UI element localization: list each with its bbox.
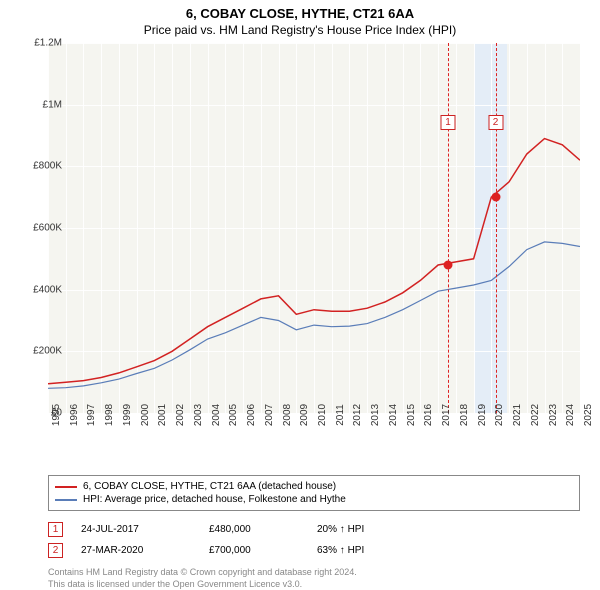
x-tick-label: 1997 (86, 404, 97, 426)
sale-date: 24-JUL-2017 (81, 524, 191, 535)
x-tick-label: 2020 (494, 404, 505, 426)
sale-row: 1 24-JUL-2017 £480,000 20% ↑ HPI (48, 519, 580, 540)
x-tick-label: 2015 (406, 404, 417, 426)
legend-item: 6, COBAY CLOSE, HYTHE, CT21 6AA (detache… (55, 480, 573, 493)
marker-number-box: 1 (441, 115, 456, 130)
legend-item: HPI: Average price, detached house, Folk… (55, 493, 573, 506)
series-hpi (48, 242, 580, 388)
x-tick-label: 2011 (335, 404, 346, 426)
legend-swatch (55, 486, 77, 488)
sale-date: 27-MAR-2020 (81, 545, 191, 556)
marker-dot (444, 261, 453, 270)
sale-price: £700,000 (209, 545, 299, 556)
sale-records: 1 24-JUL-2017 £480,000 20% ↑ HPI 2 27-MAR-202… (48, 519, 580, 561)
x-tick-label: 2002 (175, 404, 186, 426)
y-tick-label: £800K (33, 161, 62, 172)
x-tick-label: 2003 (193, 404, 204, 426)
x-tick-label: 2019 (477, 404, 488, 426)
x-tick-label: 2014 (388, 404, 399, 426)
series-price_paid (48, 139, 580, 384)
gridline-v (580, 43, 581, 413)
legend-and-sales: 6, COBAY CLOSE, HYTHE, CT21 6AA (detache… (48, 475, 580, 561)
legend-label: 6, COBAY CLOSE, HYTHE, CT21 6AA (detache… (83, 481, 336, 492)
sale-row: 2 27-MAR-2020 £700,000 63% ↑ HPI (48, 540, 580, 561)
footer-attribution: Contains HM Land Registry data © Crown c… (48, 567, 600, 590)
sale-number-box: 1 (48, 522, 63, 537)
x-tick-label: 2017 (441, 404, 452, 426)
sale-pct: 20% ↑ HPI (317, 524, 364, 535)
legend-label: HPI: Average price, detached house, Folk… (83, 494, 346, 505)
x-tick-label: 2005 (228, 404, 239, 426)
chart-subtitle: Price paid vs. HM Land Registry's House … (0, 21, 600, 43)
x-tick-label: 2010 (317, 404, 328, 426)
x-tick-label: 2001 (157, 404, 168, 426)
sale-pct: 63% ↑ HPI (317, 545, 364, 556)
chart-title: 6, COBAY CLOSE, HYTHE, CT21 6AA (0, 0, 600, 21)
marker-dot (491, 193, 500, 202)
x-axis-labels: 1995199619971998199920002001200220032004… (48, 413, 580, 443)
sale-price: £480,000 (209, 524, 299, 535)
footer-line-2: This data is licensed under the Open Gov… (48, 579, 600, 590)
legend-box: 6, COBAY CLOSE, HYTHE, CT21 6AA (detache… (48, 475, 580, 511)
x-tick-label: 2009 (299, 404, 310, 426)
x-tick-label: 2013 (370, 404, 381, 426)
x-tick-label: 2016 (423, 404, 434, 426)
sale-number-box: 2 (48, 543, 63, 558)
y-tick-label: £1M (43, 99, 62, 110)
x-tick-label: 2004 (211, 404, 222, 426)
chart-plot-area: 12 (48, 43, 580, 413)
y-tick-label: £200K (33, 346, 62, 357)
x-tick-label: 1998 (104, 404, 115, 426)
x-tick-label: 2018 (459, 404, 470, 426)
x-tick-label: 1996 (69, 404, 80, 426)
x-tick-label: 2023 (548, 404, 559, 426)
marker-line (496, 43, 497, 413)
marker-number-box: 2 (488, 115, 503, 130)
x-tick-label: 2024 (565, 404, 576, 426)
x-tick-label: 2012 (352, 404, 363, 426)
x-tick-label: 2000 (140, 404, 151, 426)
marker-line (448, 43, 449, 413)
x-tick-label: 2006 (246, 404, 257, 426)
footer-line-1: Contains HM Land Registry data © Crown c… (48, 567, 600, 579)
x-tick-label: 2021 (512, 404, 523, 426)
x-tick-label: 1999 (122, 404, 133, 426)
y-tick-label: £400K (33, 284, 62, 295)
x-tick-label: 2007 (264, 404, 275, 426)
x-tick-label: 2008 (282, 404, 293, 426)
y-tick-label: £0 (51, 408, 62, 419)
legend-swatch (55, 499, 77, 501)
x-tick-label: 2022 (530, 404, 541, 426)
y-tick-label: £600K (33, 223, 62, 234)
y-tick-label: £1.2M (34, 38, 62, 49)
x-tick-label: 2025 (583, 404, 594, 426)
